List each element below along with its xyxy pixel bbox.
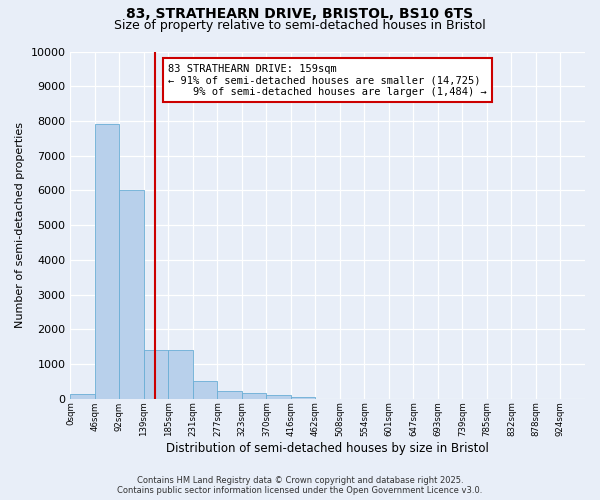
Bar (217, 391, 242, 399)
Text: Size of property relative to semi-detached houses in Bristol: Size of property relative to semi-detach… (114, 18, 486, 32)
Bar (169, 350, 193, 399)
Bar (144, 350, 169, 399)
Bar (119, 190, 144, 399)
Y-axis label: Number of semi-detached properties: Number of semi-detached properties (15, 122, 25, 328)
Text: 83 STRATHEARN DRIVE: 159sqm
← 91% of semi-detached houses are smaller (14,725)
 : 83 STRATHEARN DRIVE: 159sqm ← 91% of sem… (168, 64, 487, 97)
X-axis label: Distribution of semi-detached houses by size in Bristol: Distribution of semi-detached houses by … (166, 442, 489, 455)
Bar (70, 394, 95, 399)
Bar (193, 382, 217, 399)
Text: Contains HM Land Registry data © Crown copyright and database right 2025.
Contai: Contains HM Land Registry data © Crown c… (118, 476, 482, 495)
Bar (291, 397, 316, 399)
Bar (242, 393, 266, 399)
Bar (95, 124, 119, 399)
Text: 83, STRATHEARN DRIVE, BRISTOL, BS10 6TS: 83, STRATHEARN DRIVE, BRISTOL, BS10 6TS (127, 8, 473, 22)
Bar (266, 396, 291, 399)
